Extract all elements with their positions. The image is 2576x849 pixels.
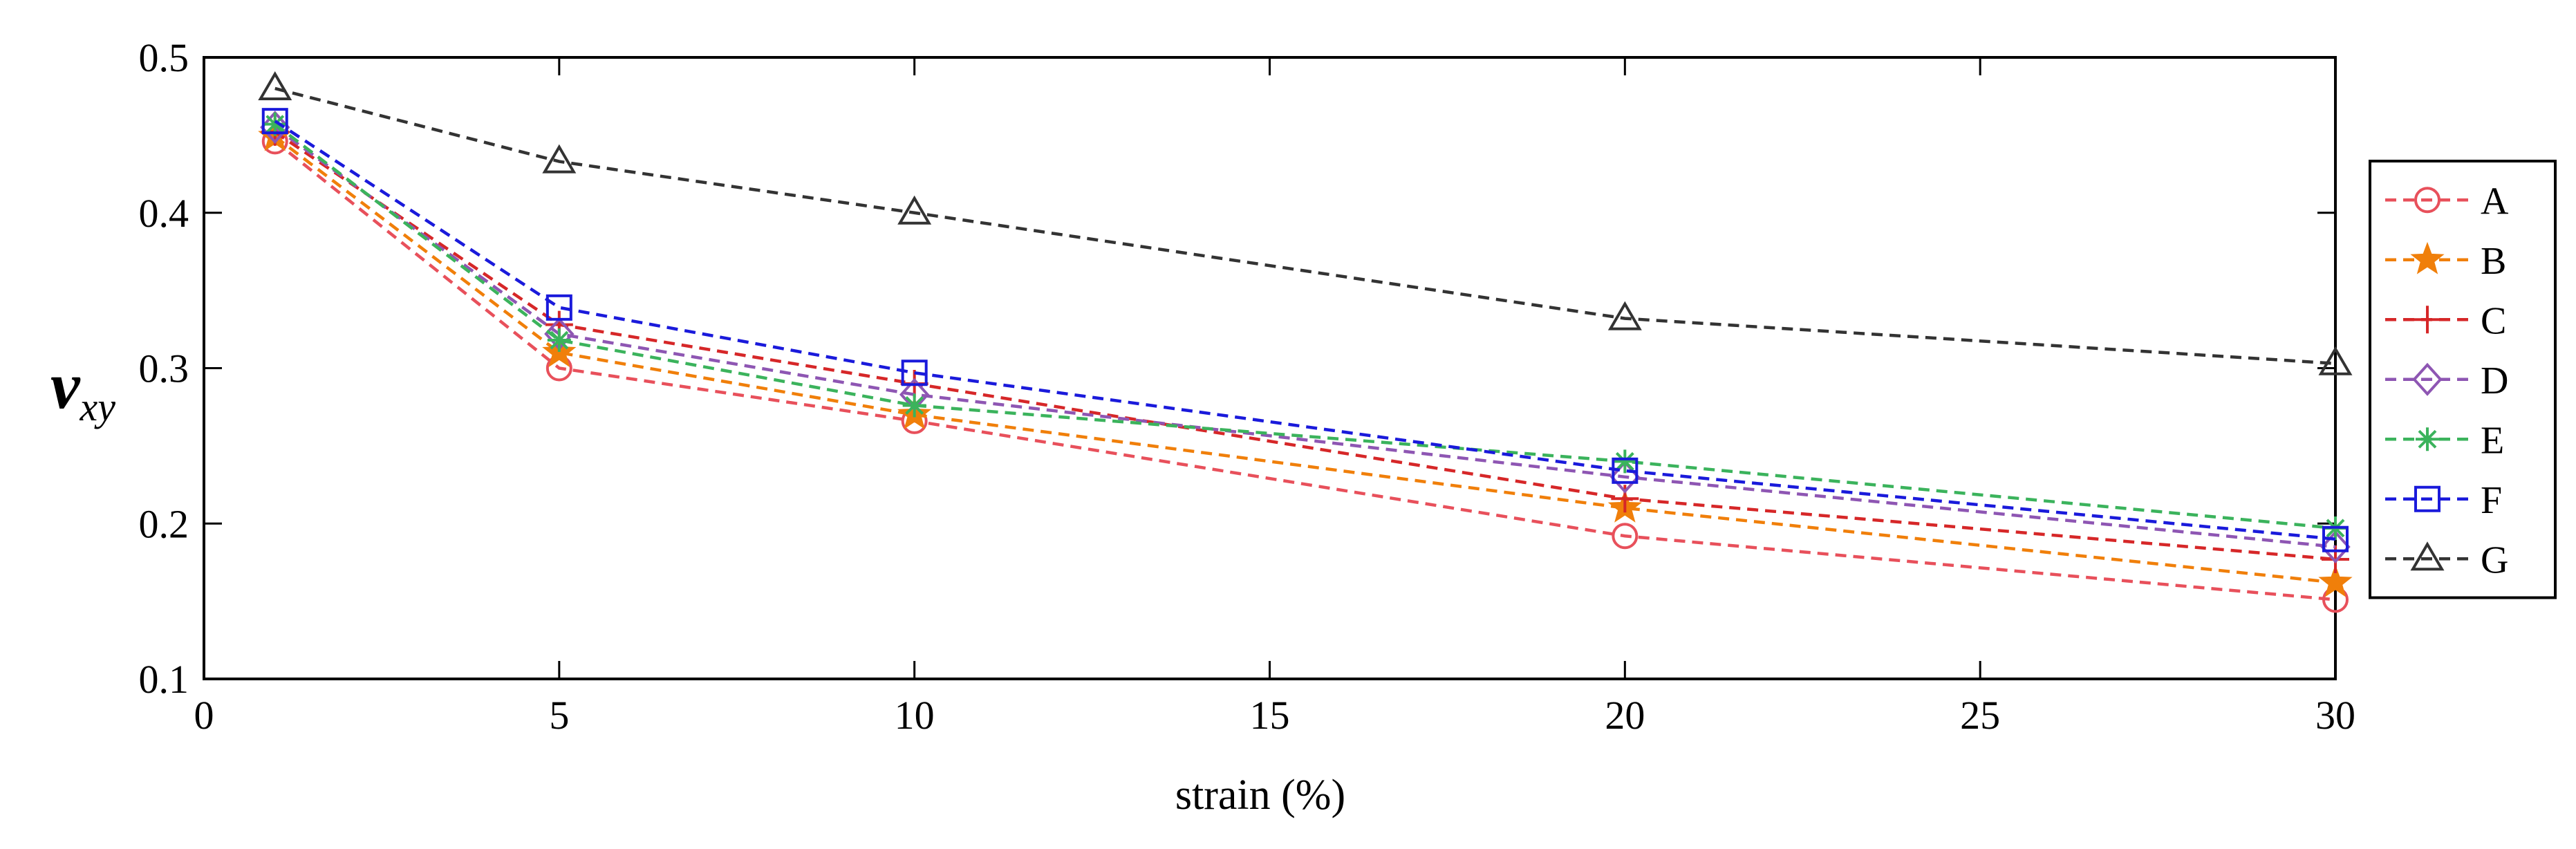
axes-frame — [203, 56, 2337, 680]
legend-item-B: B — [2385, 240, 2506, 283]
data-point-G — [2318, 346, 2353, 375]
legend-label: F — [2481, 479, 2502, 522]
x-tick-label: 15 — [1250, 693, 1290, 738]
legend-marker-C — [2414, 306, 2441, 334]
legend-label: G — [2481, 539, 2508, 581]
data-point-F — [2322, 525, 2349, 552]
x-tick-label: 30 — [2315, 693, 2355, 738]
y-axis-label-subscript: xy — [80, 384, 116, 429]
legend-marker-A — [2414, 187, 2440, 214]
y-tick-label: 0.5 — [139, 35, 189, 80]
legend-marker-E — [2416, 427, 2439, 451]
data-point-B — [2318, 564, 2353, 597]
data-point-A — [1612, 523, 1639, 550]
legend-label: E — [2481, 419, 2504, 462]
data-point-E — [547, 328, 571, 353]
series-G — [258, 71, 2353, 375]
legend-item-F: F — [2385, 479, 2502, 522]
data-point-G — [1607, 301, 1642, 330]
data-point-G — [897, 195, 932, 225]
legend-item-G: G — [2385, 539, 2508, 581]
data-point-G — [258, 71, 292, 100]
x-tick-label: 0 — [194, 693, 214, 738]
x-tick-label: 10 — [895, 693, 935, 738]
x-tick-label: 20 — [1605, 693, 1645, 738]
y-tick-label: 0.4 — [139, 191, 189, 236]
series-line-E — [274, 122, 2336, 530]
y-tick-label: 0.1 — [139, 657, 189, 702]
legend-item-E: E — [2385, 419, 2504, 462]
y-tick-label: 0.2 — [139, 501, 189, 546]
legend-label: C — [2481, 299, 2506, 342]
series-A — [261, 128, 2349, 613]
legend-label: D — [2481, 360, 2508, 402]
legend-item-D: D — [2385, 360, 2508, 402]
data-point-F — [901, 360, 928, 386]
data-point-F — [261, 108, 288, 135]
x-tick-label: 5 — [549, 693, 569, 738]
x-axis-label: strain (%) — [1175, 772, 1345, 819]
y-axis-label: νxy — [50, 348, 115, 429]
data-point-G — [542, 144, 577, 174]
data-point-E — [1613, 449, 1637, 474]
y-tick-label: 0.3 — [139, 346, 189, 391]
series-line-A — [274, 140, 2336, 601]
legend-label: B — [2481, 240, 2506, 283]
data-point-D — [2320, 530, 2351, 563]
series-F — [261, 108, 2349, 552]
svg-text:νxy: νxy — [50, 348, 115, 429]
data-point-D — [260, 111, 290, 144]
data-point-E — [263, 112, 287, 136]
data-point-F — [545, 294, 572, 321]
series-line-F — [274, 120, 2336, 541]
data-point-F — [1612, 457, 1639, 484]
legend-item-C: C — [2385, 299, 2506, 342]
series-line-G — [274, 86, 2336, 366]
series-B — [258, 118, 2353, 597]
legend-item-A: A — [2385, 180, 2509, 223]
legend-label: A — [2481, 180, 2509, 223]
plot-area: 0 5 10 15 20 25 30 0.1 0.2 0.3 0.4 0.5 — [139, 35, 2356, 738]
legend-marker-B — [2410, 241, 2445, 274]
legend-marker-G — [2410, 541, 2445, 571]
legend-marker-D — [2412, 362, 2443, 396]
series-line-B — [274, 135, 2336, 584]
y-axis-label-symbol: ν — [50, 348, 81, 422]
legend-marker-F — [2414, 485, 2440, 512]
data-point-E — [902, 393, 926, 418]
series-D — [260, 111, 2351, 563]
x-tick-label: 25 — [1960, 693, 2000, 738]
